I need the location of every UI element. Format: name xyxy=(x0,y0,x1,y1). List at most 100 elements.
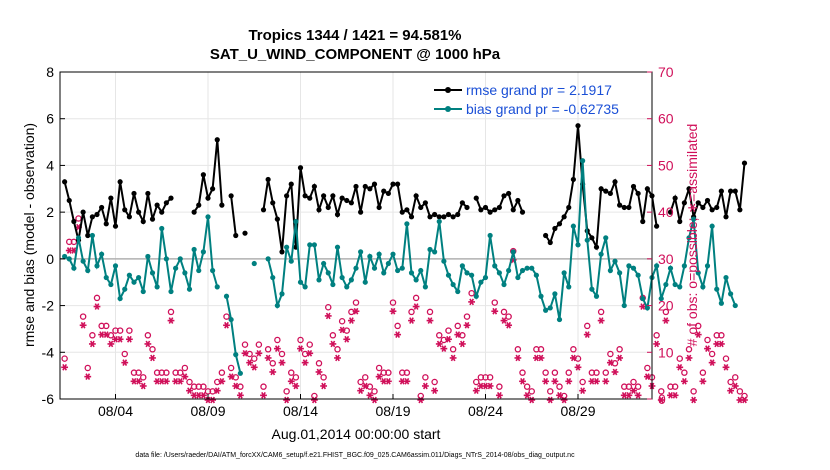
obs-possible-marker xyxy=(306,341,313,348)
obs-assimilated-marker xyxy=(731,382,739,390)
asterisk-stroke xyxy=(372,396,377,404)
obs-assimilated-marker xyxy=(722,363,730,371)
obs-assimilated-marker xyxy=(569,354,577,362)
obs-possible-marker xyxy=(556,383,563,390)
obs-assimilated-marker xyxy=(301,359,309,366)
obs-assimilated-marker xyxy=(565,377,573,385)
obs-possible-marker xyxy=(593,369,600,376)
asterisk-stroke xyxy=(131,377,137,385)
asterisk-stroke xyxy=(658,396,664,404)
obs-possible-marker xyxy=(676,355,684,362)
asterisk-stroke xyxy=(191,391,197,399)
right-tick-label: 60 xyxy=(658,111,674,127)
obs-possible-marker xyxy=(685,346,693,353)
asterisk-stroke xyxy=(205,396,211,404)
x-tick-label: 08/09 xyxy=(190,403,225,419)
left-tick-label: -4 xyxy=(42,344,55,360)
series-point xyxy=(260,207,267,213)
asterisk-stroke xyxy=(237,391,243,399)
asterisk-stroke xyxy=(140,382,146,390)
asterisk-stroke xyxy=(520,377,525,385)
asterisk-stroke xyxy=(561,396,567,404)
obs-possible-marker xyxy=(514,346,522,353)
asterisk-stroke xyxy=(99,331,105,338)
asterisk-stroke xyxy=(473,387,479,395)
asterisk-stroke xyxy=(450,354,456,362)
asterisk-stroke xyxy=(543,377,549,385)
asterisk-stroke xyxy=(496,391,502,399)
asterisk-stroke xyxy=(270,368,276,376)
asterisk-stroke xyxy=(66,247,72,254)
obs-assimilated-marker xyxy=(523,391,531,399)
asterisk-stroke xyxy=(154,377,160,385)
asterisk-stroke xyxy=(631,387,636,395)
asterisk-stroke xyxy=(686,354,692,362)
asterisk-stroke xyxy=(214,387,220,395)
obs-possible-marker xyxy=(727,378,734,386)
asterisk-stroke xyxy=(348,317,354,324)
asterisk-stroke xyxy=(455,331,461,338)
obs-possible-marker xyxy=(250,355,258,362)
series-line-segment xyxy=(63,181,172,241)
asterisk-stroke xyxy=(136,377,142,385)
obs-assimilated-marker xyxy=(426,317,434,324)
asterisk-stroke xyxy=(644,373,650,380)
asterisk-stroke xyxy=(617,354,623,362)
obs-assimilated-marker xyxy=(310,396,318,404)
obs-assimilated-marker xyxy=(361,382,369,390)
obs-assimilated-marker xyxy=(662,317,670,324)
obs-assimilated-marker xyxy=(144,340,152,348)
series-point xyxy=(219,202,225,208)
series-line-segment xyxy=(669,163,746,222)
obs-possible-marker xyxy=(704,336,711,344)
obs-possible-marker xyxy=(699,369,707,376)
obs-assimilated-marker xyxy=(102,331,110,338)
obs-possible-marker xyxy=(732,374,739,381)
asterisk-stroke xyxy=(584,331,590,338)
obs-assimilated-marker xyxy=(357,387,365,395)
obs-possible-marker xyxy=(126,327,133,334)
obs-assimilated-marker xyxy=(287,377,295,385)
obs-assimilated-marker xyxy=(699,377,707,385)
asterisk-stroke xyxy=(113,335,118,343)
series-line-segment xyxy=(544,125,658,251)
asterisk-stroke xyxy=(159,377,165,385)
asterisk-stroke xyxy=(478,382,484,390)
obs-assimilated-marker xyxy=(593,377,600,385)
obs-assimilated-marker xyxy=(445,335,452,343)
obs-possible-marker xyxy=(389,299,397,306)
x-tick-label: 08/29 xyxy=(560,403,595,419)
x-tick-label: 08/19 xyxy=(375,403,410,419)
obs-possible-marker xyxy=(278,350,286,358)
obs-possible-marker xyxy=(449,346,457,353)
obs-possible-marker xyxy=(385,369,392,376)
asterisk-stroke xyxy=(353,307,359,315)
left-tick-label: -6 xyxy=(42,391,55,407)
obs-possible-marker xyxy=(718,332,725,339)
asterisk-stroke xyxy=(663,317,669,324)
obs-assimilated-marker xyxy=(602,377,610,385)
right-axis-label: # of obs: o=possible; ∗=assimilated xyxy=(684,124,700,347)
right-tick-label: 70 xyxy=(658,64,674,80)
obs-possible-marker xyxy=(93,294,101,302)
obs-possible-marker xyxy=(565,369,573,376)
obs-assimilated-marker xyxy=(653,340,661,348)
obs-possible-marker xyxy=(634,383,642,390)
obs-possible-marker xyxy=(644,364,651,372)
obs-possible-marker xyxy=(505,313,512,320)
obs-assimilated-marker xyxy=(343,335,351,343)
obs-assimilated-marker xyxy=(176,377,184,385)
obs-assimilated-marker xyxy=(232,382,240,390)
obs-assimilated-marker xyxy=(227,373,235,380)
asterisk-stroke xyxy=(621,391,627,399)
obs-assimilated-marker xyxy=(671,391,679,399)
obs-assimilated-marker xyxy=(181,373,189,380)
obs-assimilated-marker xyxy=(717,340,725,348)
obs-possible-marker xyxy=(79,313,87,320)
asterisk-stroke xyxy=(298,345,303,352)
series-line-segment xyxy=(225,296,242,374)
asterisk-stroke xyxy=(672,391,678,399)
obs-possible-marker xyxy=(274,336,281,344)
asterisk-stroke xyxy=(71,247,77,254)
right-tick-label: 30 xyxy=(658,251,674,267)
